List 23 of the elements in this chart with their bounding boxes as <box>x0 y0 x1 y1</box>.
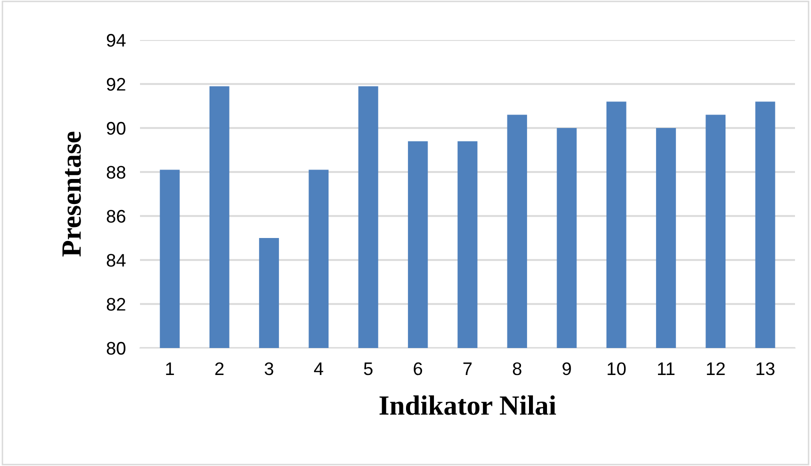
y-tick-label: 80 <box>106 342 126 355</box>
y-tick-label: 94 <box>106 34 126 47</box>
x-tick-label: 6 <box>414 362 422 376</box>
y-axis-title: Presentase <box>62 132 81 257</box>
x-tick-label: 3 <box>264 362 274 376</box>
x-tick-label: 13 <box>756 362 774 376</box>
x-tick-label: 7 <box>463 362 472 375</box>
y-tick-label: 86 <box>106 210 126 223</box>
x-tick-label: 10 <box>608 362 626 376</box>
x-tick-label: 1 <box>166 362 174 375</box>
y-tick-label: 88 <box>106 166 126 179</box>
x-tick-label: 12 <box>706 362 725 375</box>
x-tick-label: 4 <box>314 362 324 375</box>
x-tick-label: 9 <box>562 362 571 376</box>
y-tick-label: 84 <box>106 254 126 267</box>
y-tick-label: 90 <box>106 122 126 135</box>
x-tick-label: 2 <box>215 362 224 375</box>
y-tick-label: 82 <box>106 298 126 311</box>
x-tick-label: 5 <box>364 362 373 376</box>
y-tick-label: 92 <box>106 78 126 91</box>
x-tick-label: 11 <box>658 362 674 375</box>
x-axis-title: Indikator Nilai <box>380 395 556 415</box>
x-tick-label: 8 <box>512 362 522 376</box>
